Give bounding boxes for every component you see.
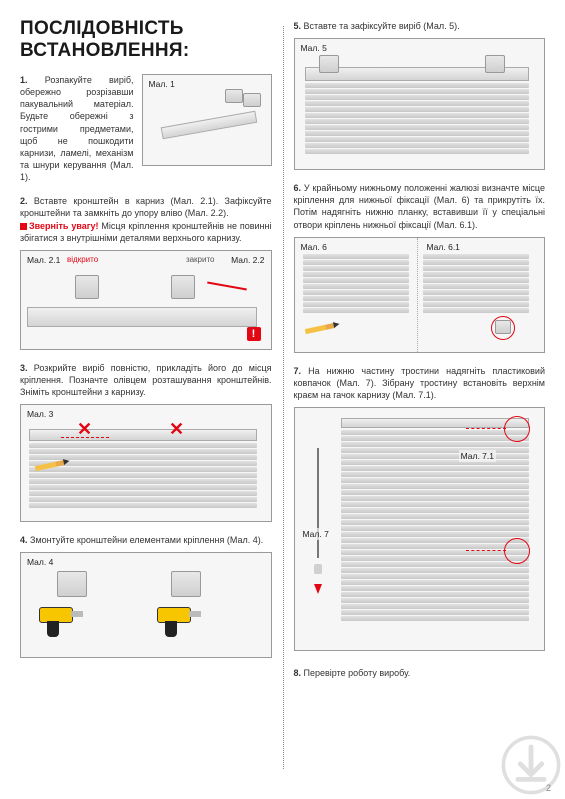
figure-3: Мал. 3 ✕ ✕ (20, 404, 272, 522)
step-4-num: 4. (20, 535, 28, 545)
step-5-body: Вставте та зафіксуйте виріб (Мал. 5). (304, 21, 460, 31)
step-2-text: 2. Вставте кронштейн в карниз (Мал. 2.1)… (20, 195, 272, 244)
download-watermark-icon (501, 735, 561, 795)
figure-5-label: Мал. 5 (299, 42, 329, 54)
step-3-body: Розкрийте виріб повністю, прикладіть йог… (20, 363, 272, 397)
step-2-body-a: Вставте кронштейн в карниз (Мал. 2.1). З… (20, 196, 272, 218)
figure-2-open-label: відкрито (65, 254, 100, 265)
step-8-num: 8. (294, 668, 302, 678)
figure-3-label: Мал. 3 (25, 408, 55, 420)
x-mark-icon: ✕ (169, 419, 184, 440)
figure-7: Мал. 7 Мал. 7.1 (294, 407, 546, 651)
step-8-body: Перевірте роботу виробу. (304, 668, 411, 678)
figure-6: Мал. 6 Мал. 6.1 (294, 237, 546, 353)
warning-label: Зверніть увагу! (29, 221, 99, 231)
step-6-text: 6. У крайньому нижньому положенні жалюзі… (294, 182, 546, 231)
figure-4-label: Мал. 4 (25, 556, 55, 568)
page-number: 2 (546, 783, 551, 793)
figure-6-1-label: Мал. 6.1 (425, 241, 462, 253)
figure-2-closed-label: закрито (184, 254, 217, 265)
drill-icon (151, 603, 203, 639)
figure-1-label: Мал. 1 (147, 78, 177, 90)
step-5-num: 5. (294, 21, 302, 31)
figure-1: Мал. 1 (142, 74, 272, 166)
step-6-num: 6. (294, 183, 302, 193)
figure-4: Мал. 4 (20, 552, 272, 658)
step-5-text: 5. Вставте та зафіксуйте виріб (Мал. 5). (294, 20, 546, 32)
figure-5: Мал. 5 (294, 38, 546, 170)
page-title: ПОСЛІДОВНІСТЬ ВСТАНОВЛЕННЯ: (20, 18, 272, 62)
warning-icon (20, 223, 27, 230)
step-4-body: Змонтуйте кронштейни елементами кріпленн… (30, 535, 263, 545)
step-6-body: У крайньому нижньому положенні жалюзі ви… (294, 183, 546, 229)
step-3-text: 3. Розкрийте виріб повністю, прикладіть … (20, 362, 272, 398)
step-1-num: 1. (20, 75, 28, 85)
drill-icon (33, 603, 85, 639)
step-7-num: 7. (294, 366, 302, 376)
step-1-body: Розпакуйте виріб, обережно розрізавши па… (20, 75, 134, 182)
page-root: ПОСЛІДОВНІСТЬ ВСТАНОВЛЕННЯ: Мал. 1 1. Ро… (0, 0, 565, 799)
figure-7-label: Мал. 7 (301, 528, 331, 540)
step-1: Мал. 1 1. Розпакуйте виріб, обережно роз… (20, 74, 272, 183)
step-8-text: 8. Перевірте роботу виробу. (294, 667, 546, 679)
figure-7-1-label: Мал. 7.1 (459, 450, 496, 462)
figure-2-2-label: Мал. 2.2 (229, 254, 266, 266)
step-3-num: 3. (20, 363, 28, 373)
warning-badge-icon: ! (247, 327, 261, 341)
step-7-body: На нижню частину тростини надягніть плас… (294, 366, 546, 400)
figure-2-1-label: Мал. 2.1 (25, 254, 62, 266)
column-divider (283, 26, 284, 769)
step-4-text: 4. Змонтуйте кронштейни елементами кріпл… (20, 534, 272, 546)
step-7-text: 7. На нижню частину тростини надягніть п… (294, 365, 546, 401)
figure-2: Мал. 2.1 відкрито закрито Мал. 2.2 ! (20, 250, 272, 350)
left-column: ПОСЛІДОВНІСТЬ ВСТАНОВЛЕННЯ: Мал. 1 1. Ро… (20, 18, 272, 789)
step-2-num: 2. (20, 196, 28, 206)
figure-6-label: Мал. 6 (299, 241, 329, 253)
right-column: 5. Вставте та зафіксуйте виріб (Мал. 5).… (294, 18, 546, 789)
